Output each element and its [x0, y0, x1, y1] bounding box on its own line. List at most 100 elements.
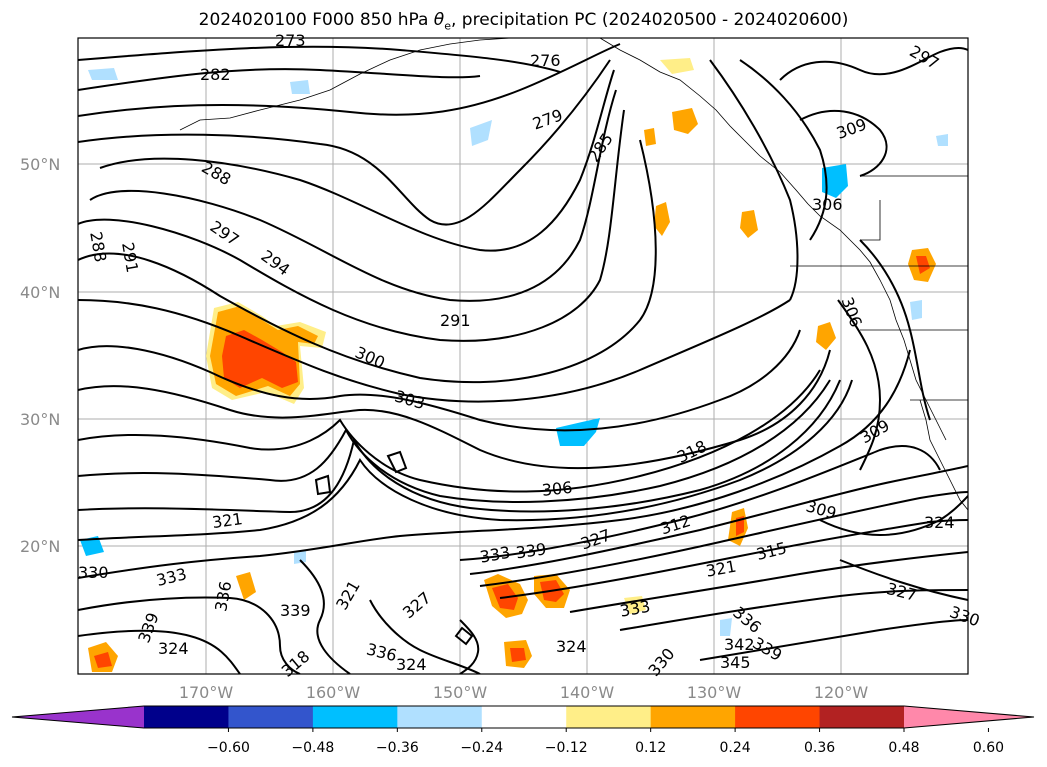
contour-24: [78, 596, 301, 674]
colorbar-bin: [819, 706, 905, 728]
colorbar-bin: [735, 706, 821, 728]
contour-33: [837, 299, 882, 471]
precip-patch-ne-small: [644, 128, 656, 146]
colorbar-bin: [397, 706, 483, 728]
contour-label-321: 321: [211, 509, 244, 532]
colorbar-tick-label: −0.24: [460, 740, 503, 756]
precip-shading: [80, 58, 948, 672]
contour-20: [499, 519, 968, 599]
contour-31: [709, 59, 799, 301]
precip-patch-neg-5: [80, 536, 104, 556]
contour-label-273: 273: [275, 31, 306, 50]
contour-17: [459, 445, 941, 561]
precip-patch-neg-10: [294, 550, 306, 564]
precip-patch-alaska-orange: [672, 108, 698, 134]
map-title: 2024020100 F000 850 hPa θe, precipitatio…: [0, 10, 1047, 32]
contour-3: [78, 43, 621, 117]
contour-4: [78, 59, 611, 226]
precip-patch-neg-2: [822, 164, 848, 198]
colorbar-extend-max: [904, 706, 1034, 728]
precip-patch-bc-2: [740, 210, 758, 238]
precip-patch-neg-8: [910, 300, 922, 320]
contour-7: [78, 109, 625, 342]
contour-label-291: 291: [440, 311, 471, 330]
colorbar-bin: [650, 706, 736, 728]
colorbar-tick-label: −0.12: [545, 740, 588, 756]
contour-label-324b: 324: [158, 639, 189, 658]
lat-label-50: 50°N: [20, 155, 60, 174]
precip-patch-neg-6: [470, 120, 492, 146]
colorbar-bin: [312, 706, 398, 728]
colorbar-tick-label: −0.60: [207, 740, 250, 756]
precip-patch-cali: [816, 322, 836, 350]
title-suffix: , precipitation PC (2024020500 - 2024020…: [450, 10, 849, 30]
contour-label-324: 324: [924, 513, 955, 532]
contour-27: [369, 599, 481, 674]
colorbar: −0.60 −0.48 −0.36 −0.24 −0.12 0.12 0.24 0.36 0.4…: [11, 705, 1035, 756]
precip-patch-west-small: [236, 572, 256, 600]
coast-bc: [807, 203, 947, 441]
contour-label-282: 282: [200, 65, 231, 84]
contour-21: [569, 551, 968, 613]
contour-34: [819, 495, 968, 536]
precip-patch-neg-3: [88, 68, 118, 80]
precip-patch-pnw-red: [916, 256, 930, 274]
colorbar-extend-min: [12, 706, 144, 728]
contour-8: [78, 139, 657, 384]
contour-18: [469, 465, 968, 575]
colorbar-tick-label: 0.36: [804, 740, 835, 756]
contour-29: [799, 109, 888, 177]
precip-patch-south-red: [510, 648, 526, 662]
contour-5: [99, 69, 615, 252]
lon-label-160: 160°W: [306, 683, 361, 702]
map-content: [78, 38, 968, 674]
contour-23: [699, 619, 968, 661]
map-area: 273 276 279 282 285 288 291 291 288 294 …: [77, 31, 982, 681]
precip-patch-neg-9: [720, 618, 732, 636]
contour-2: [78, 68, 481, 91]
contour-15: [78, 379, 853, 541]
contour-25: [78, 629, 241, 674]
colorbar-bin: [144, 706, 229, 728]
lon-label-170: 170°W: [179, 683, 234, 702]
lon-label-150: 150°W: [433, 683, 488, 702]
contour-37: [454, 626, 474, 646]
contour-label-306b: 306: [812, 195, 843, 214]
contour-label-339d: 339: [280, 601, 311, 620]
title-prefix: 2024020100 F000 850 hPa: [198, 10, 434, 30]
colorbar-tick-label: −0.36: [376, 740, 419, 756]
precip-patch-hawaii-west-high: [222, 330, 298, 388]
contour-26: [299, 559, 351, 674]
contour-36: [459, 619, 480, 674]
coast-alaska-south: [179, 38, 511, 131]
contour-label-324c: 324: [556, 637, 587, 656]
contour-label-324d: 324: [396, 655, 427, 674]
contour-16: [78, 349, 911, 579]
precip-patch-southwest-red: [94, 652, 112, 668]
contour-38: [386, 450, 408, 474]
coastlines: [179, 38, 968, 511]
lon-label-140: 140°W: [560, 683, 615, 702]
contour-14: [78, 379, 841, 514]
contour-11: [78, 349, 831, 470]
contour-label-330: 330: [78, 563, 109, 582]
contour-6: [89, 89, 617, 302]
contour-9: [78, 299, 791, 403]
latitude-axis: 50°N 40°N 30°N 20°N: [20, 155, 60, 556]
coast-alaska-panhandle: [599, 38, 809, 205]
lon-label-130: 130°W: [687, 683, 742, 702]
contour-39: [314, 474, 332, 496]
lat-label-20: 20°N: [20, 537, 60, 556]
contour-13: [78, 379, 831, 503]
title-theta: θ: [433, 10, 445, 30]
colorbar-tick-label: 0.60: [973, 740, 1004, 756]
precip-patch-neg-4: [290, 80, 310, 94]
contour-28: [779, 47, 968, 81]
border-state-2: [860, 200, 881, 241]
contour-label-306: 306: [541, 478, 573, 500]
colorbar-bin: [228, 706, 314, 728]
contour-1: [78, 45, 561, 73]
map-frame: [77, 37, 969, 675]
theta-contours: [78, 43, 968, 674]
coast-baja: [919, 399, 968, 511]
